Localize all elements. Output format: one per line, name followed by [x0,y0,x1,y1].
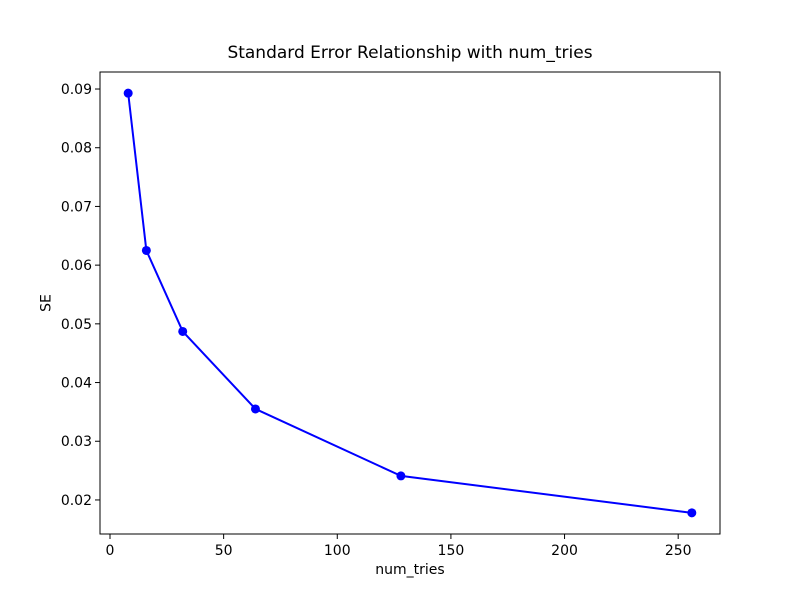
y-tick-label: 0.07 [61,199,92,215]
data-point-marker [123,88,133,98]
x-tick-label: 50 [215,543,233,559]
chart-title: Standard Error Relationship with num_tri… [227,43,593,63]
line-series [127,92,693,514]
x-axis-label: num_tries [375,562,445,578]
x-tick-label: 200 [551,543,578,559]
x-tick-label: 100 [324,543,351,559]
y-axis-label: SE [38,294,55,312]
data-point-marker [687,508,697,518]
y-tick-label: 0.08 [61,141,92,157]
y-tick-label: 0.02 [61,493,92,509]
data-point-marker [178,326,188,336]
y-tick-label: 0.04 [61,376,92,392]
data-point-marker [396,471,406,481]
x-tick-label: 150 [438,543,465,559]
y-tick-label: 0.06 [61,258,92,274]
data-point-marker [250,404,260,414]
y-tick-label: 0.09 [61,82,92,98]
data-point-marker [141,245,151,255]
x-tick-label: 250 [665,543,692,559]
axes-spines [99,71,721,535]
x-tick-label: 0 [106,543,115,559]
y-tick-label: 0.03 [61,434,92,450]
y-tick-label: 0.05 [61,317,92,333]
